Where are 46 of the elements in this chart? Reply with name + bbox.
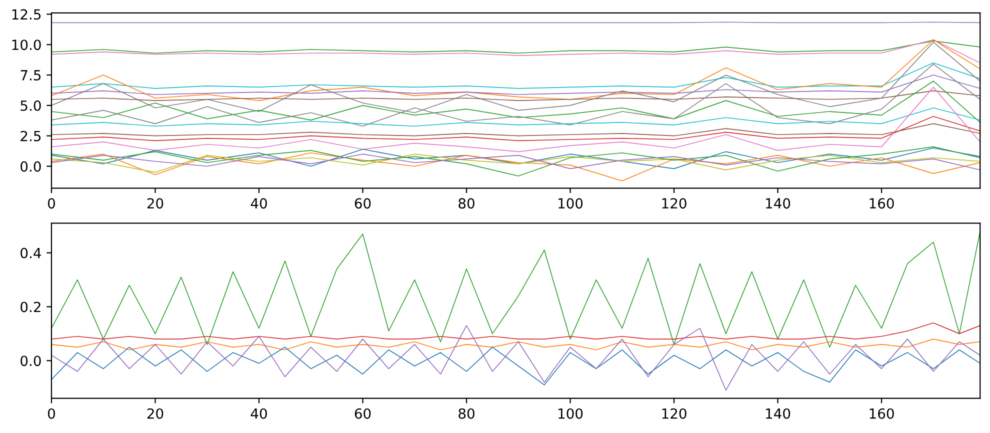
x-tick-label: 20 (147, 198, 164, 209)
line-series (51, 107, 980, 127)
line-series (51, 90, 980, 101)
x-tick-label: 60 (354, 198, 371, 209)
line-series (51, 322, 980, 340)
line-series (51, 230, 980, 348)
line-series (51, 74, 980, 95)
x-tick-label: 120 (662, 408, 686, 419)
x-tick-label: 40 (250, 198, 267, 209)
line-series (51, 39, 980, 64)
x-tick-label: 160 (870, 198, 894, 209)
x-tick-label: 80 (458, 198, 474, 209)
x-tick-label: 140 (766, 198, 790, 209)
x-tick-label: 80 (458, 408, 474, 419)
y-tick-label: 2.5 (20, 130, 41, 142)
line-series (51, 39, 980, 101)
line-series (51, 62, 980, 89)
y-tick-label: 12.5 (12, 9, 41, 20)
x-tick-label: 160 (870, 408, 894, 419)
line-series (51, 116, 980, 142)
x-tick-label: 100 (558, 198, 583, 209)
line-series (51, 346, 980, 386)
x-tick-label: 120 (662, 198, 686, 209)
line-series (51, 152, 980, 182)
x-tick-label: 140 (766, 408, 790, 419)
y-tick-label: 0.0 (20, 161, 41, 172)
line-series (51, 40, 980, 54)
x-tick-label: 0 (48, 408, 55, 419)
x-tick-label: 40 (250, 408, 267, 419)
line-series (51, 86, 980, 152)
x-tick-label: 0 (48, 198, 55, 209)
y-tick-label: 7.5 (20, 70, 41, 81)
line-series (51, 338, 980, 350)
line-series (51, 123, 980, 136)
x-tick-label: 60 (354, 408, 371, 419)
line-series (51, 325, 980, 391)
x-tick-label: 100 (558, 408, 583, 419)
line-series (51, 146, 980, 176)
y-tick-label: 10.0 (12, 40, 41, 50)
line-series (51, 148, 980, 170)
y-tick-label: 5.0 (20, 100, 41, 111)
line-series (51, 80, 980, 123)
x-tick-label: 20 (147, 408, 164, 419)
y-tick-label: 0.2 (20, 302, 40, 312)
y-tick-label: 0.4 (20, 248, 41, 258)
y-tick-label: 0.0 (20, 356, 41, 366)
